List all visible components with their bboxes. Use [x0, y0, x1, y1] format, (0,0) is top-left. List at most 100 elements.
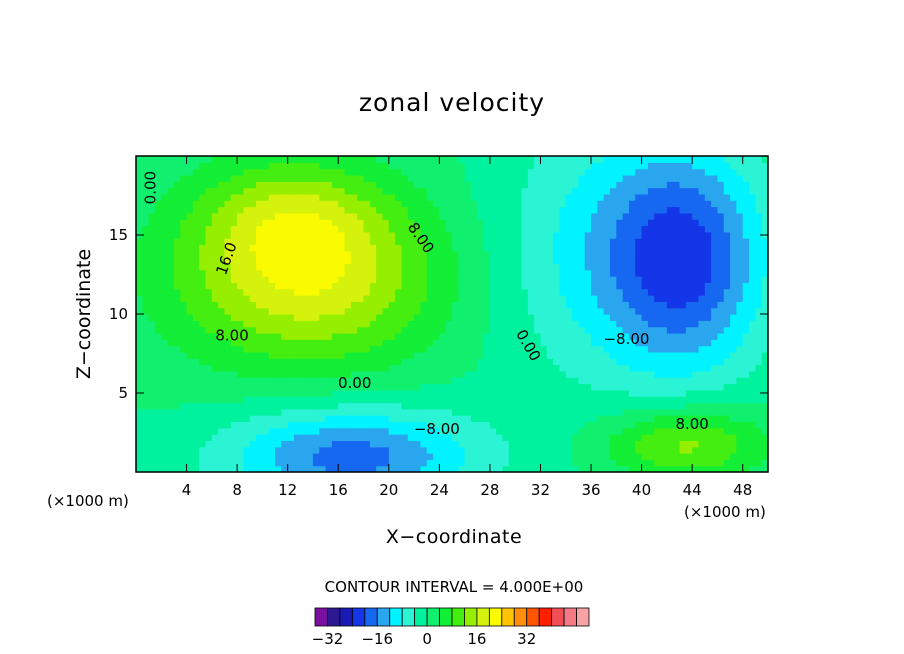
field-cell: [736, 314, 744, 321]
field-cell: [508, 244, 516, 252]
field-cell: [376, 206, 384, 214]
field-cell: [287, 206, 295, 214]
field-cell: [312, 326, 320, 334]
field-cell: [312, 453, 320, 460]
field-cell: [369, 440, 377, 448]
field-cell: [591, 206, 598, 214]
field-cell: [698, 440, 706, 448]
field-cell: [660, 276, 668, 283]
field-cell: [407, 351, 415, 359]
field-cell: [338, 358, 346, 366]
field-cell: [312, 219, 320, 227]
field-cell: [685, 446, 693, 454]
field-cell: [736, 307, 744, 315]
field-cell: [578, 276, 586, 283]
field-cell: [294, 200, 301, 208]
field-cell: [357, 358, 365, 366]
field-cell: [464, 206, 472, 214]
field-cell: [136, 332, 143, 340]
field-cell: [376, 421, 384, 429]
field-cell: [344, 187, 352, 195]
field-cell: [685, 453, 693, 460]
field-cell: [357, 181, 365, 189]
field-cell: [426, 174, 434, 182]
field-cell: [559, 174, 567, 182]
field-cell: [559, 212, 567, 220]
field-cell: [287, 421, 295, 429]
field-cell: [635, 415, 643, 423]
field-cell: [395, 383, 403, 391]
field-cell: [641, 440, 649, 448]
field-cell: [142, 156, 150, 163]
field-cell: [186, 345, 194, 353]
field-cell: [578, 446, 586, 454]
field-cell: [224, 269, 232, 277]
field-cell: [186, 288, 194, 296]
field-cell: [407, 225, 415, 233]
field-cell: [673, 332, 681, 340]
field-cell: [534, 408, 542, 416]
field-cell: [350, 440, 358, 448]
field-cell: [584, 187, 592, 195]
field-cell: [559, 364, 567, 372]
field-cell: [470, 295, 478, 302]
field-cell: [553, 187, 561, 195]
field-cell: [673, 181, 681, 189]
field-cell: [685, 174, 693, 182]
field-cell: [357, 459, 365, 467]
field-cell: [199, 396, 207, 404]
field-cell: [483, 250, 491, 258]
field-cell: [275, 257, 282, 265]
field-cell: [414, 187, 421, 195]
field-cell: [218, 440, 226, 448]
field-cell: [616, 339, 624, 347]
field-cell: [230, 301, 238, 309]
field-cell: [167, 212, 175, 220]
field-cell: [262, 332, 270, 340]
field-cell: [477, 453, 485, 460]
field-cell: [426, 415, 434, 423]
field-cell: [186, 427, 194, 435]
field-cell: [666, 244, 674, 252]
field-cell: [287, 257, 295, 265]
field-cell: [464, 326, 472, 334]
field-cell: [641, 453, 649, 460]
field-cell: [186, 174, 194, 182]
field-cell: [761, 440, 768, 448]
field-cell: [350, 244, 358, 252]
field-cell: [477, 377, 485, 385]
field-cell: [325, 193, 333, 201]
field-cell: [508, 364, 516, 372]
field-cell: [192, 181, 200, 189]
field-cell: [249, 250, 257, 258]
field-cell: [357, 219, 365, 227]
field-cell: [616, 383, 624, 391]
field-cell: [698, 370, 706, 378]
field-cell: [262, 440, 270, 448]
field-cell: [363, 370, 371, 378]
field-cell: [489, 345, 497, 353]
field-cell: [597, 326, 605, 334]
field-cell: [502, 212, 510, 220]
field-cell: [224, 453, 232, 460]
field-cell: [496, 351, 504, 359]
field-cell: [167, 427, 175, 435]
field-cell: [679, 446, 687, 454]
field-cell: [521, 389, 529, 397]
field-cell: [325, 301, 333, 309]
field-cell: [180, 421, 188, 429]
field-cell: [445, 440, 453, 448]
field-cell: [388, 156, 396, 163]
field-cell: [369, 162, 377, 170]
field-cell: [521, 212, 529, 220]
field-cell: [761, 345, 768, 353]
field-cell: [628, 370, 636, 378]
field-cell: [331, 427, 339, 435]
field-cell: [470, 332, 478, 340]
field-cell: [338, 377, 346, 385]
field-cell: [338, 465, 346, 472]
field-cell: [616, 377, 624, 385]
field-cell: [546, 231, 554, 239]
field-cell: [395, 440, 403, 448]
field-cell: [306, 250, 314, 258]
